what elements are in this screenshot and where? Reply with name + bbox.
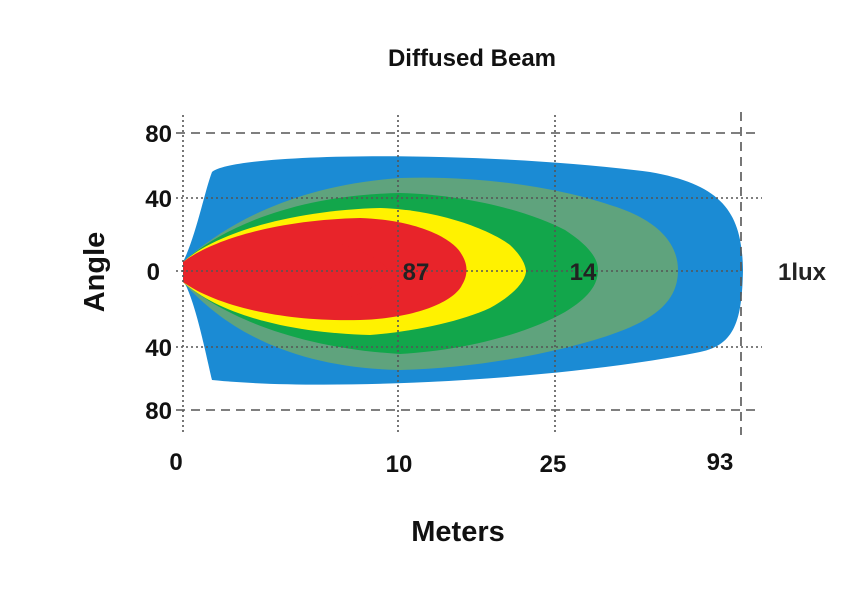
- x-axis-ticks: 0 10 25 93: [169, 449, 733, 478]
- annotation-label: 87: [403, 259, 430, 286]
- x-axis-title: Meters: [411, 516, 505, 548]
- annotations: 87 14 1lux: [403, 259, 827, 286]
- x-tick-label: 0: [169, 449, 182, 476]
- x-tick-label: 25: [540, 451, 567, 478]
- y-axis-title: Angle: [79, 232, 111, 313]
- y-axis-ticks: 80 40 0 40 80: [145, 121, 172, 425]
- gridlines: [176, 112, 762, 435]
- y-tick-label: 0: [147, 259, 160, 286]
- y-tick-label: 80: [145, 121, 172, 148]
- annotation-label: 1lux: [778, 259, 827, 286]
- annotation-label: 14: [570, 259, 597, 286]
- x-tick-label: 93: [707, 449, 734, 476]
- beam-area-6: [183, 238, 388, 305]
- y-tick-label: 80: [145, 398, 172, 425]
- y-tick-label: 40: [145, 186, 172, 213]
- chart-title: Diffused Beam: [388, 45, 556, 72]
- y-tick-label: 40: [145, 335, 172, 362]
- x-tick-label: 10: [386, 451, 413, 478]
